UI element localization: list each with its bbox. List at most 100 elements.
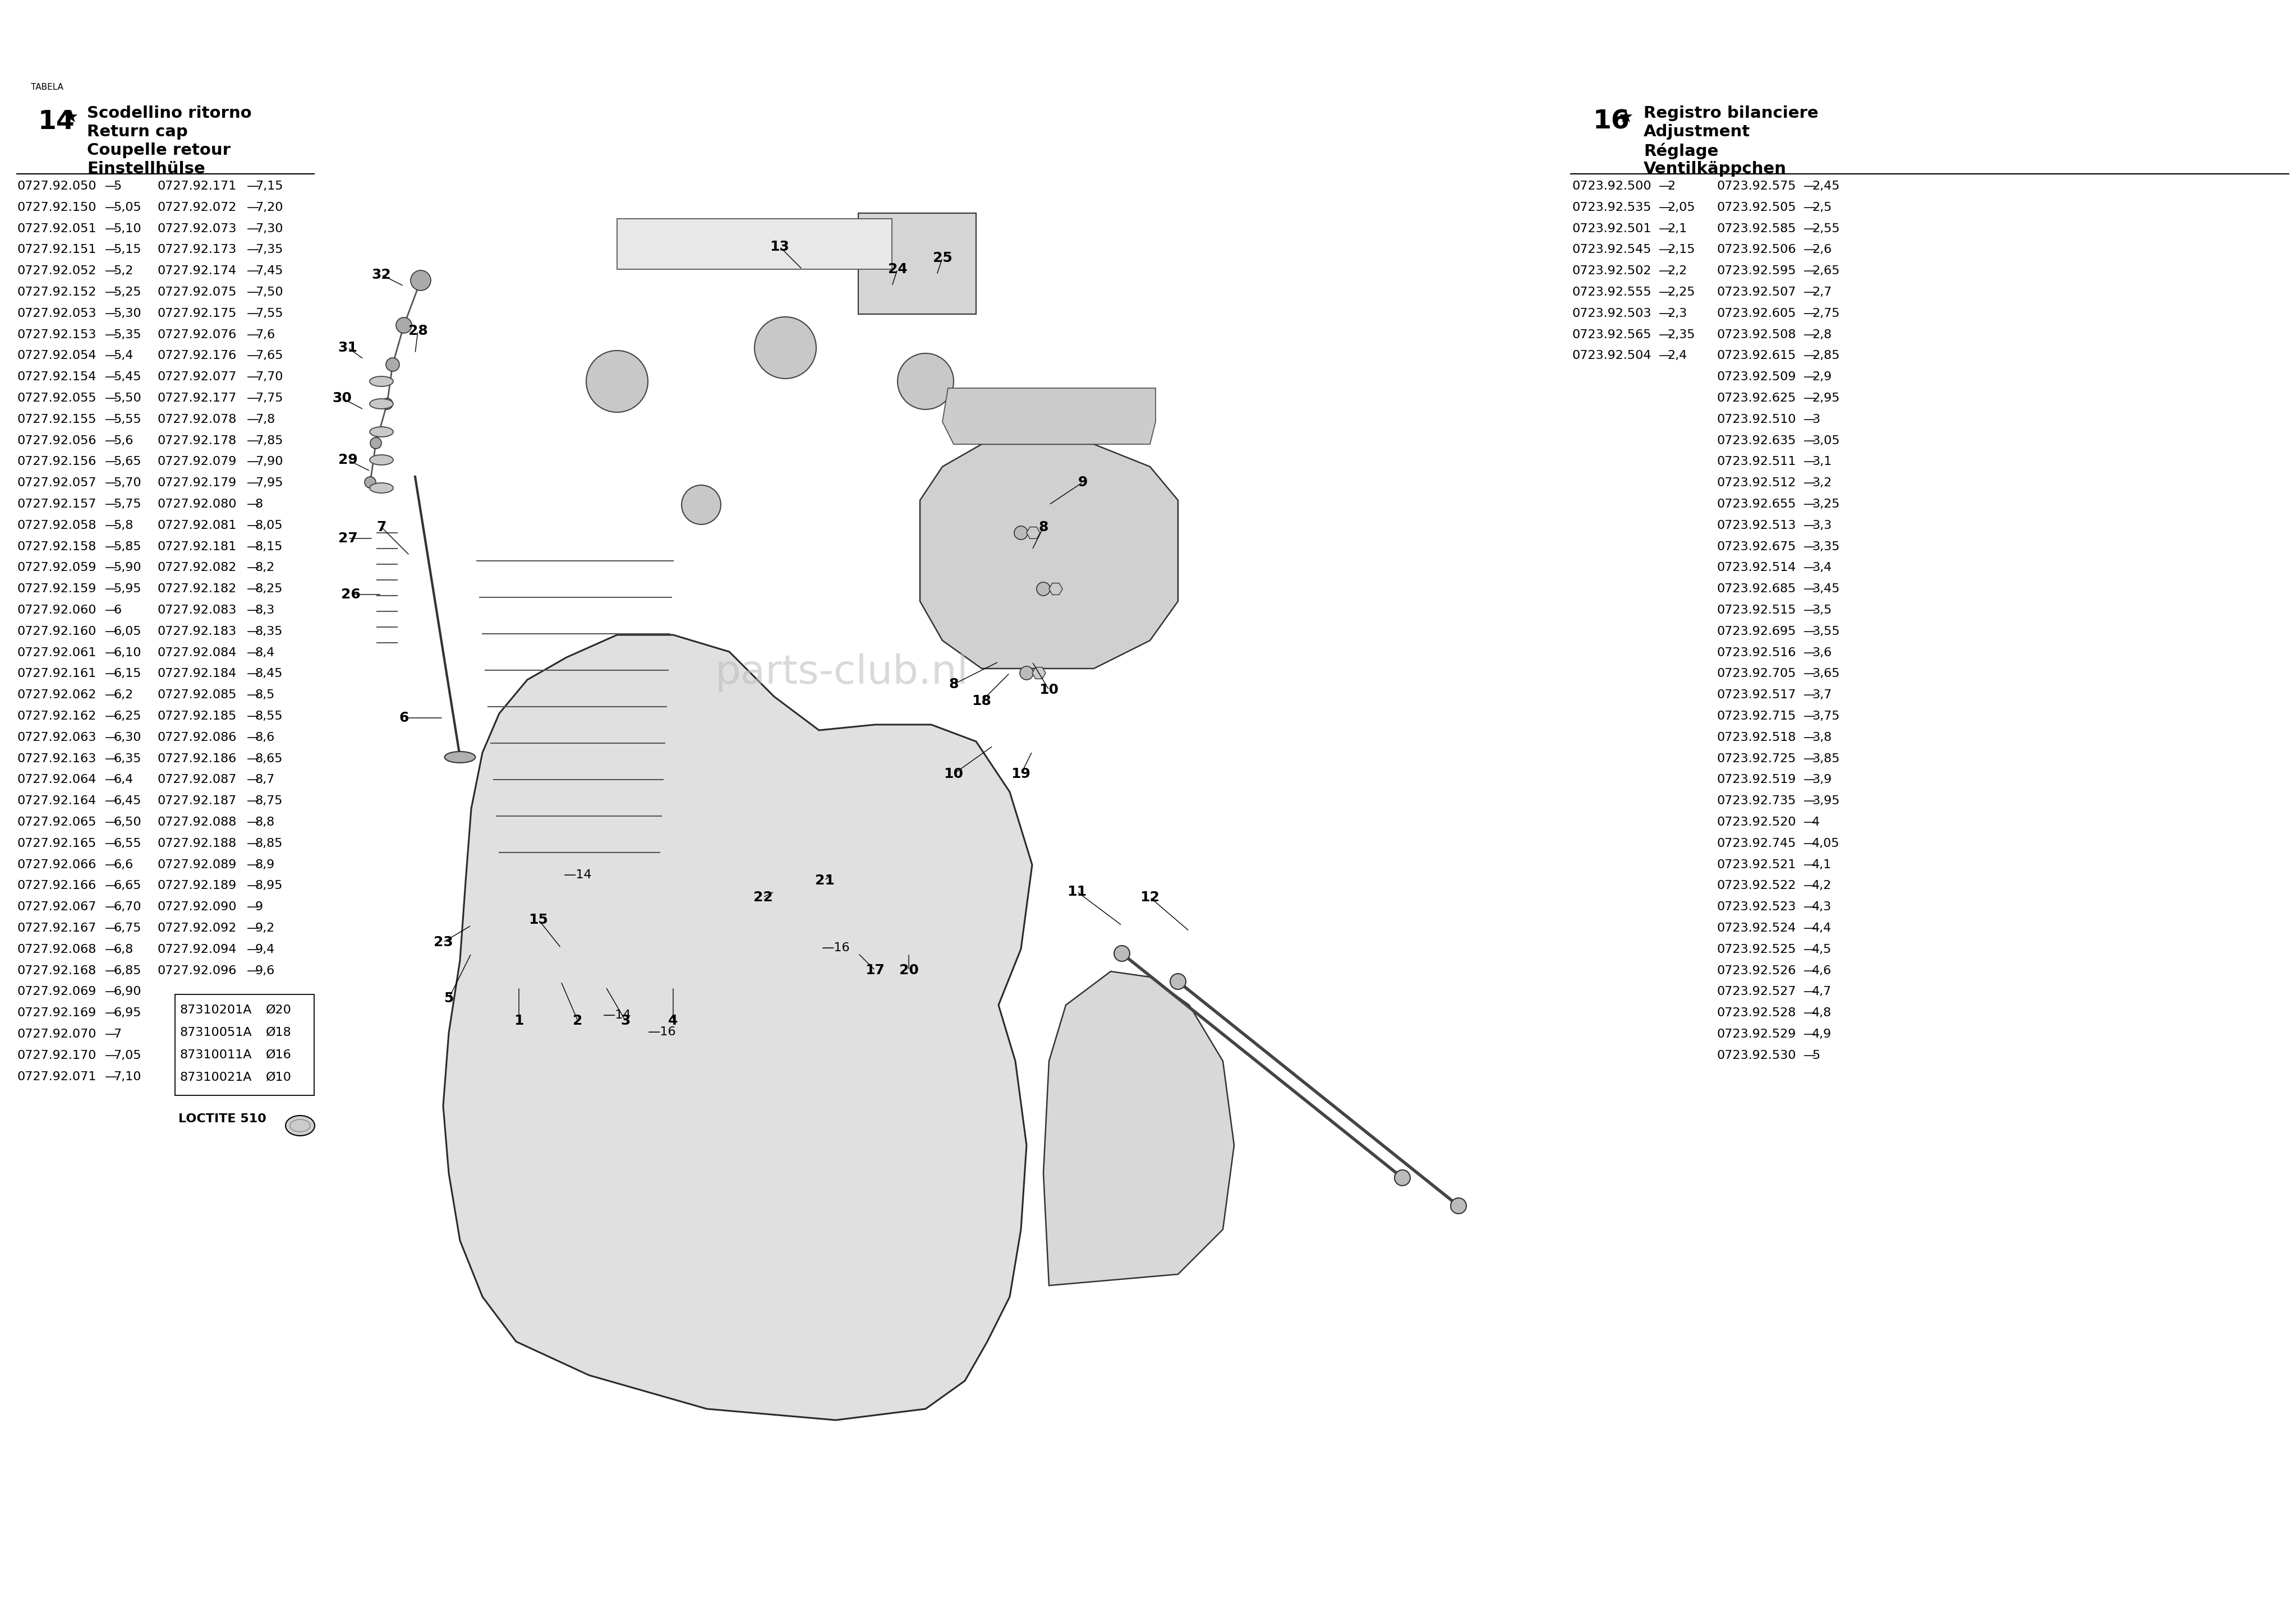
Text: 0723.92.502: 0723.92.502: [1573, 266, 1651, 277]
Text: 0723.92.500: 0723.92.500: [1573, 180, 1651, 191]
Text: —: —: [106, 881, 117, 892]
Text: —: —: [1802, 647, 1816, 659]
Text: 0723.92.715: 0723.92.715: [1717, 710, 1795, 722]
Text: 7,15: 7,15: [255, 180, 282, 191]
Text: —: —: [106, 1007, 117, 1019]
Text: —: —: [1658, 222, 1671, 234]
Text: 8,15: 8,15: [255, 542, 282, 551]
Text: 5,25: 5,25: [113, 287, 140, 298]
Text: 5,55: 5,55: [113, 414, 142, 425]
Text: 2,55: 2,55: [1812, 222, 1839, 234]
Text: 8,2: 8,2: [255, 563, 276, 574]
Text: 8,6: 8,6: [255, 732, 276, 743]
Text: 7: 7: [113, 1028, 122, 1040]
Text: 23: 23: [434, 936, 452, 949]
Text: 0727.92.079: 0727.92.079: [156, 456, 236, 467]
Text: 0727.92.050: 0727.92.050: [16, 180, 96, 191]
Text: 0727.92.171: 0727.92.171: [156, 180, 236, 191]
Text: —: —: [106, 647, 117, 659]
Text: 6,50: 6,50: [113, 816, 140, 827]
Text: 0727.92.152: 0727.92.152: [16, 287, 96, 298]
Text: —: —: [1658, 350, 1671, 362]
Text: 0727.92.158: 0727.92.158: [16, 542, 96, 551]
Text: —: —: [248, 965, 259, 976]
Text: 0723.92.535: 0723.92.535: [1573, 201, 1651, 212]
Ellipse shape: [370, 483, 393, 493]
Text: —: —: [248, 923, 259, 934]
Text: —: —: [106, 245, 117, 255]
Text: —: —: [248, 753, 259, 764]
Text: 0727.92.063: 0727.92.063: [16, 732, 96, 743]
Text: Adjustment: Adjustment: [1644, 123, 1750, 139]
Text: —: —: [248, 626, 259, 637]
Text: 3,75: 3,75: [1812, 710, 1839, 722]
Text: 3,95: 3,95: [1812, 795, 1839, 806]
Text: 0723.92.515: 0723.92.515: [1717, 605, 1795, 616]
Circle shape: [381, 399, 393, 409]
Text: 9,4: 9,4: [255, 944, 276, 955]
Ellipse shape: [445, 751, 475, 762]
Text: 6,70: 6,70: [113, 902, 140, 913]
Text: 0727.92.189: 0727.92.189: [156, 881, 236, 892]
Text: —: —: [1802, 710, 1816, 722]
Text: 0723.92.513: 0723.92.513: [1717, 519, 1795, 530]
Text: 87310201A: 87310201A: [179, 1004, 253, 1015]
Text: 0727.92.076: 0727.92.076: [156, 329, 236, 341]
Text: 6,45: 6,45: [113, 795, 140, 806]
Text: 2: 2: [1667, 180, 1676, 191]
Text: 3: 3: [620, 1014, 631, 1027]
Text: 0727.92.083: 0727.92.083: [156, 605, 236, 616]
Text: 7,05: 7,05: [113, 1049, 140, 1061]
Circle shape: [1114, 946, 1130, 962]
Text: 0723.92.514: 0723.92.514: [1717, 563, 1795, 574]
Text: 0727.92.096: 0727.92.096: [156, 965, 236, 976]
Text: Réglage: Réglage: [1644, 143, 1717, 159]
Text: —: —: [1802, 435, 1816, 446]
Text: 3,1: 3,1: [1812, 456, 1832, 467]
Text: Ø10: Ø10: [266, 1072, 292, 1083]
Text: LOCTITE 510: LOCTITE 510: [179, 1113, 266, 1124]
Text: 31: 31: [338, 341, 358, 355]
Text: —: —: [248, 371, 259, 383]
Text: 0723.92.505: 0723.92.505: [1717, 201, 1795, 212]
Text: —: —: [1802, 477, 1816, 488]
Text: —: —: [1802, 1028, 1816, 1040]
Text: 19: 19: [1010, 767, 1031, 780]
Text: —: —: [1802, 287, 1816, 298]
Text: 6,75: 6,75: [113, 923, 140, 934]
Text: 13: 13: [769, 240, 790, 253]
Text: 8,25: 8,25: [255, 584, 282, 595]
Text: —: —: [248, 584, 259, 595]
Text: —: —: [106, 816, 117, 827]
Text: 0727.92.055: 0727.92.055: [16, 393, 96, 404]
Text: —: —: [106, 732, 117, 743]
Text: —: —: [1802, 902, 1816, 913]
Text: 8,9: 8,9: [255, 860, 276, 871]
Text: 5,2: 5,2: [113, 266, 133, 277]
Text: 4: 4: [668, 1014, 677, 1027]
Text: 20: 20: [900, 963, 918, 976]
Text: —: —: [1802, 1049, 1816, 1061]
Text: 0727.92.162: 0727.92.162: [16, 710, 96, 722]
Text: 7,70: 7,70: [255, 371, 282, 383]
Text: 0723.92.523: 0723.92.523: [1717, 902, 1795, 913]
Text: 29: 29: [338, 453, 358, 467]
Text: 3,45: 3,45: [1812, 584, 1839, 595]
Text: —16: —16: [822, 942, 850, 954]
Text: 0727.92.166: 0727.92.166: [16, 881, 96, 892]
Text: 0727.92.077: 0727.92.077: [156, 371, 236, 383]
Text: —: —: [106, 944, 117, 955]
Text: —: —: [248, 329, 259, 341]
Text: —: —: [248, 710, 259, 722]
Polygon shape: [443, 634, 1033, 1421]
Text: 0723.92.675: 0723.92.675: [1717, 542, 1795, 551]
Text: —: —: [106, 965, 117, 976]
Text: —: —: [1658, 308, 1671, 320]
Text: 0727.92.090: 0727.92.090: [156, 902, 236, 913]
Text: 0727.92.175: 0727.92.175: [156, 308, 236, 320]
Text: —: —: [248, 245, 259, 255]
Text: 0727.92.169: 0727.92.169: [16, 1007, 96, 1019]
Text: —: —: [1802, 519, 1816, 530]
Text: 0723.92.520: 0723.92.520: [1717, 816, 1795, 827]
Circle shape: [1451, 1199, 1467, 1213]
